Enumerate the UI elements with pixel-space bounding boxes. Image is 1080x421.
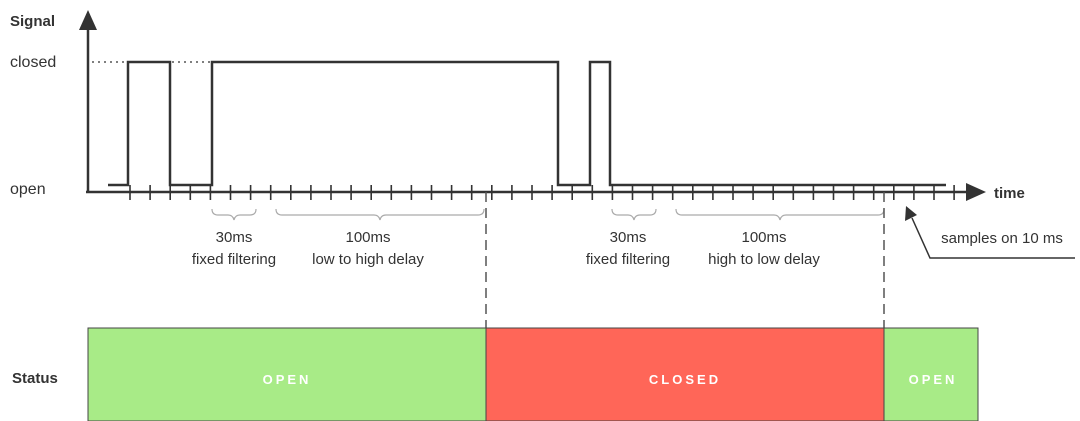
status-bar-closed [485,327,885,421]
filter-2-value: 30ms [610,229,647,246]
delay-1-value: 100ms [345,229,390,246]
delay-1-text: low to high delay [312,251,424,268]
status-label-open-1: OPEN [263,372,312,387]
status-label-open-2: OPEN [909,372,958,387]
status-bar-open-2 [883,327,979,421]
y-axis-title: Signal [10,13,55,30]
delay-2-text: high to low delay [708,251,820,268]
delay-2-value: 100ms [741,229,786,246]
status-title: Status [12,370,58,387]
level-high-label: closed [10,54,56,71]
filter-1-bracket [211,208,257,221]
sampling-callout-line [911,217,1075,259]
y-axis-arrow [79,10,97,30]
delay-2-bracket [675,208,885,221]
filter-1-value: 30ms [216,229,253,246]
x-axis-title: time [994,185,1025,202]
filter-2-bracket [611,208,657,221]
sampling-callout-arrow [905,206,917,221]
level-low-label: open [10,181,46,198]
signal-waveform [108,60,946,187]
delay-1-bracket [275,208,485,221]
sample-ticks [129,185,955,200]
status-label-closed: CLOSED [649,372,721,387]
filter-2-text: fixed filtering [586,251,670,268]
sampling-label: samples on 10 ms [941,230,1063,247]
x-axis-arrow [966,183,986,201]
filter-1-text: fixed filtering [192,251,276,268]
